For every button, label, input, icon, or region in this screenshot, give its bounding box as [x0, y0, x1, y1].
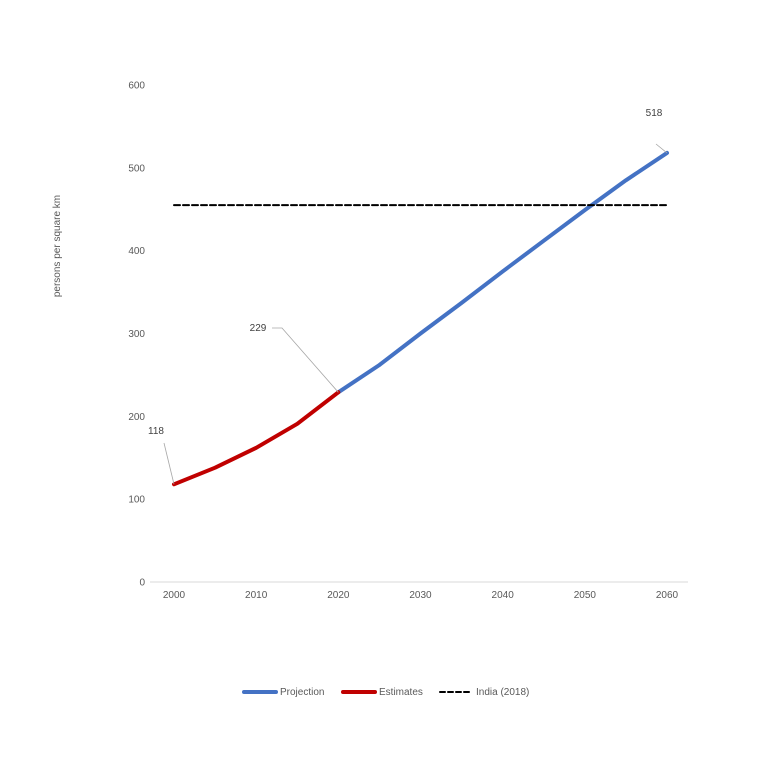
legend: Projection Estimates India (2018) [242, 687, 529, 698]
x-tick-label: 2010 [245, 590, 268, 601]
x-tick-label: 2050 [574, 590, 597, 601]
y-tick-label: 200 [128, 412, 145, 423]
x-tick-label: 2040 [492, 590, 515, 601]
legend-label: India (2018) [476, 687, 529, 698]
annotation-layer: 118 229 518 [148, 108, 668, 485]
x-tick-label: 2020 [327, 590, 350, 601]
x-tick-label: 2000 [163, 590, 186, 601]
y-tick-label: 500 [128, 163, 145, 174]
series-layer [172, 150, 669, 487]
y-tick-label: 0 [139, 578, 145, 589]
x-tick-label: 2030 [409, 590, 432, 601]
y-tick-label: 100 [128, 495, 145, 506]
legend-label: Projection [280, 687, 324, 698]
data-label: 229 [250, 323, 267, 334]
data-label-leader [163, 442, 175, 485]
legend-label: Estimates [379, 687, 423, 698]
y-tick-label: 400 [128, 246, 145, 257]
data-label-leader [655, 143, 668, 154]
y-axis-label: persons per square km [52, 195, 63, 297]
y-tick-label: 300 [128, 329, 145, 340]
data-label: 518 [646, 108, 663, 119]
y-tick-label: 600 [128, 81, 145, 92]
x-tick-label: 2060 [656, 590, 679, 601]
series-line-projection [336, 150, 669, 395]
x-axis-ticks: 2000 2010 2020 2030 2040 2050 2060 [163, 590, 679, 601]
y-axis-ticks: 0 100 200 300 400 500 600 [128, 81, 145, 589]
series-line-estimates [172, 390, 341, 487]
data-label-leader [272, 327, 339, 393]
data-label: 118 [148, 426, 164, 437]
